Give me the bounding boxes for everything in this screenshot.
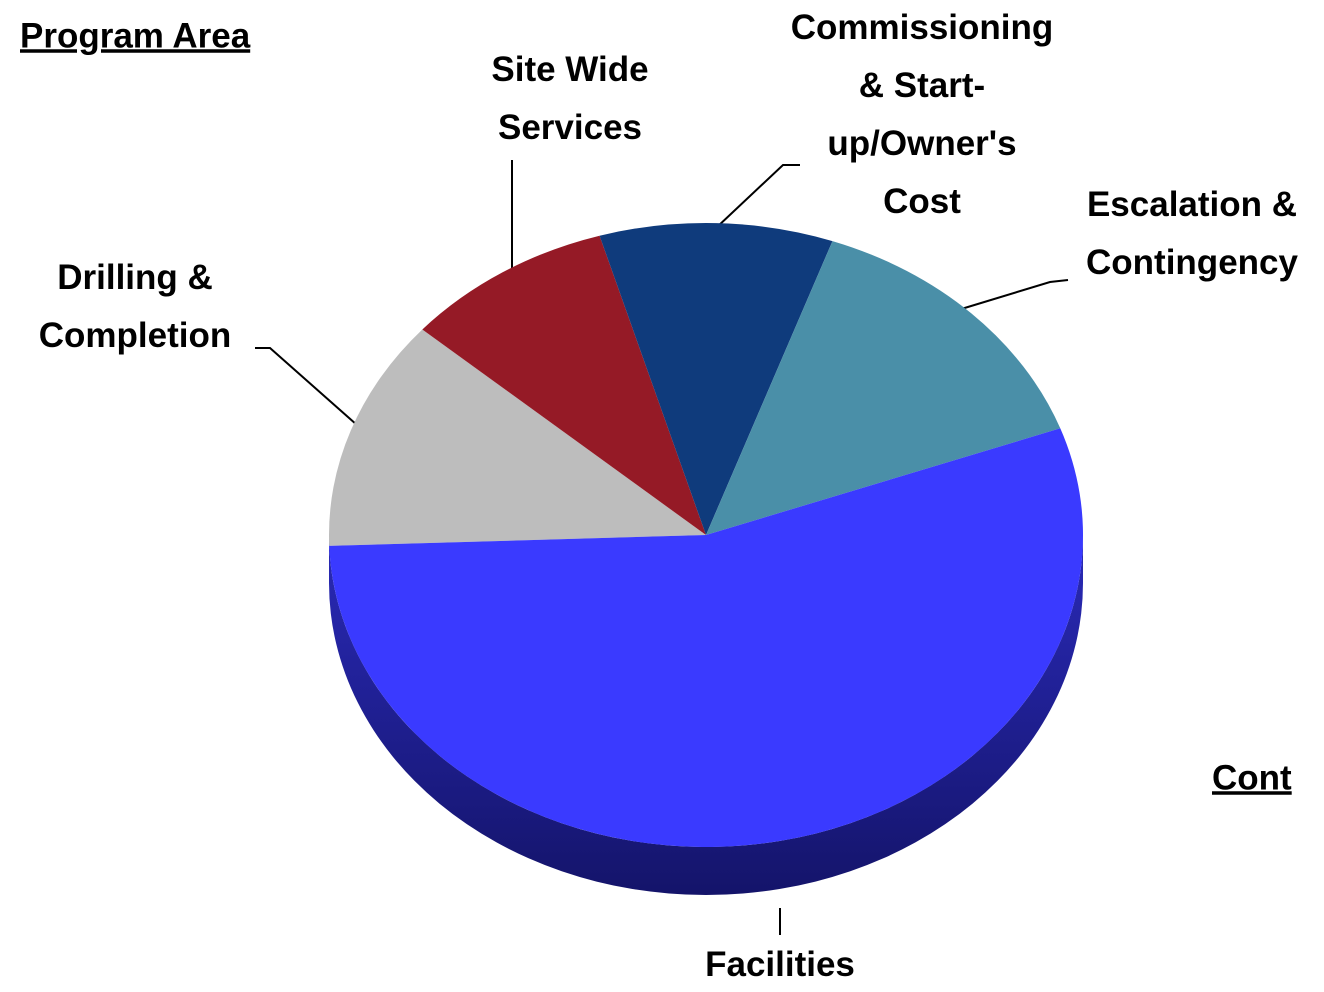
pie-slice bbox=[329, 329, 706, 546]
pie-slice bbox=[706, 241, 1061, 536]
slice-label: Drilling & Completion bbox=[39, 258, 231, 355]
slice-label-line: Commissioning bbox=[791, 8, 1054, 47]
leader-line bbox=[255, 347, 358, 426]
pie-slice bbox=[329, 428, 1084, 847]
slice-label-line: Escalation & bbox=[1087, 185, 1297, 224]
slice-label-line: Drilling & bbox=[57, 258, 213, 297]
slice-label-line: Completion bbox=[39, 316, 231, 355]
slice-label-line: up/Owner's bbox=[827, 124, 1016, 163]
slice-label-line: Cost bbox=[883, 182, 961, 221]
annotation: Cont bbox=[1212, 758, 1292, 797]
leader-line bbox=[715, 164, 800, 229]
pie-slice bbox=[599, 223, 833, 536]
slice-label: Escalation & Contingency bbox=[1086, 185, 1298, 282]
slice-label-line: Facilities bbox=[705, 945, 855, 984]
labels: Drilling & Completion Site Wide Services Com… bbox=[39, 8, 1299, 984]
slice-label-line: & Start- bbox=[859, 66, 985, 105]
slice-label-line: Contingency bbox=[1086, 243, 1298, 282]
slice-label: Site Wide Services bbox=[491, 50, 648, 147]
slice-label-line: Site Wide bbox=[491, 50, 648, 89]
leader-line bbox=[957, 279, 1069, 311]
chart-title: Program Area bbox=[20, 16, 251, 55]
slice-label: Commissioning & Start-up/Owner's Cost bbox=[791, 8, 1054, 221]
slice-label-line: Services bbox=[498, 108, 642, 147]
pie bbox=[329, 223, 1084, 895]
pie-slice bbox=[422, 235, 706, 536]
slice-label: Facilities bbox=[705, 945, 855, 984]
